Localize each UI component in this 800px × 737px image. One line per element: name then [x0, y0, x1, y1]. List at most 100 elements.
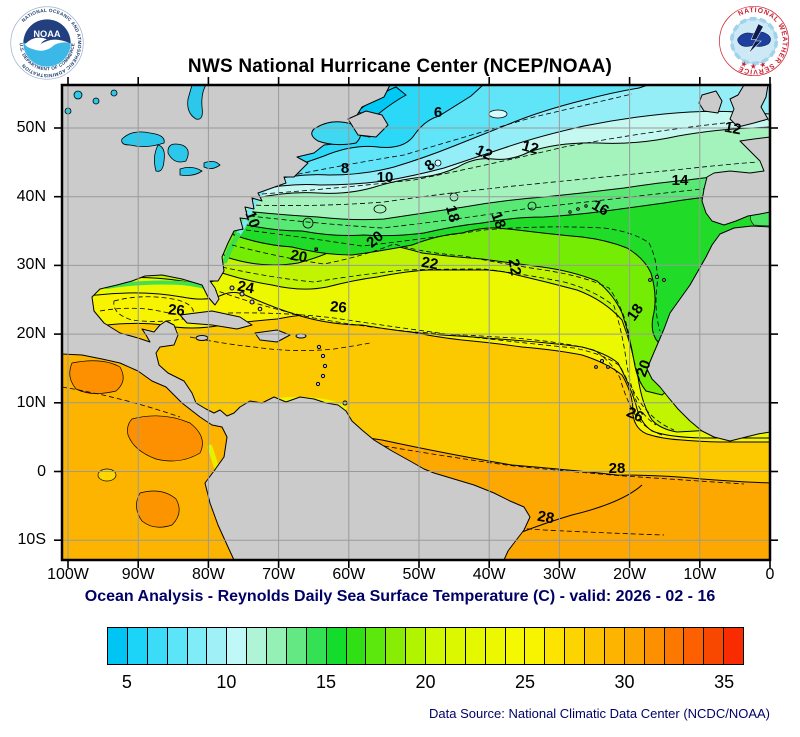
colorbar-segment [267, 628, 287, 664]
isotherm-label: 20 [633, 358, 655, 379]
lat-tick-label: 40N [16, 187, 46, 205]
colorbar-tick-label: 35 [714, 672, 735, 692]
lat-tick-label: 50N [16, 119, 46, 136]
lon-tick-label: 90W [121, 566, 155, 583]
isotherm-label: 18 [442, 204, 463, 225]
colorbar-segment [366, 628, 387, 664]
lat-tick-label: 10N [16, 393, 46, 411]
isotherm-label: 22 [505, 258, 525, 277]
colorbar-segment [465, 628, 486, 664]
lon-tick-label: 30W [542, 566, 576, 583]
colorbar-segment [127, 628, 148, 664]
isotherm-label: 20 [289, 247, 308, 267]
colorbar-segment [187, 628, 208, 664]
hispaniola [254, 329, 291, 343]
isotherm-label: 24 [236, 278, 256, 298]
isotherm-label: 22 [420, 254, 439, 274]
colorbar-segment [485, 628, 506, 664]
colorbar-segment [445, 628, 466, 664]
colorbar-segment [346, 628, 367, 664]
isotherm-label: 12 [520, 137, 541, 158]
isotherm-label: 28 [609, 460, 626, 477]
isotherm-label: 12 [473, 142, 495, 164]
colorbar-segment [684, 628, 705, 664]
colorbar-tick-label: 15 [315, 672, 336, 692]
colorbar-segment [585, 628, 605, 664]
isotherm-label: 10 [241, 209, 263, 230]
ireland-island [698, 90, 723, 114]
noaa-logo: NATIONAL OCEANIC AND ATMOSPHERIC ADMINIS… [10, 6, 84, 80]
noaa-logo-text: NOAA [33, 29, 61, 39]
nws-lightning-icon [748, 23, 764, 55]
colorbar-segment [247, 628, 267, 664]
lon-tick-label: 100W [47, 566, 89, 583]
isotherm-label: 26 [624, 404, 646, 426]
colorbar-segment [664, 628, 685, 664]
isotherm-label: 14 [672, 172, 689, 189]
colorbar-segment [167, 628, 188, 664]
colorbar-tick-label: 25 [515, 672, 536, 692]
isotherm-label: 26 [329, 298, 347, 316]
noaa-logo-sky [23, 19, 71, 43]
colorbar-segment [525, 628, 546, 664]
colorbar-segment [545, 628, 566, 664]
europe-landmass [701, 136, 771, 226]
cuba [179, 310, 253, 330]
sst-map: 6 8 8 10 10 12 12 12 14 16 18 18 18 20 20 20 22 22 24 26 26 2… [54, 77, 778, 568]
africa-landmass [646, 225, 771, 442]
land-masses [61, 84, 771, 561]
lon-tick-label: 20W [613, 566, 647, 583]
colorbar-tick-label: 30 [614, 672, 635, 692]
isotherm-label: 12 [723, 119, 742, 139]
colorbar-segment [227, 628, 248, 664]
noaa-logo-graphic: NATIONAL OCEANIC AND ATMOSPHERIC ADMINIS… [10, 6, 84, 80]
isotherm-label: 18 [487, 210, 509, 231]
colorbar-segment [565, 628, 585, 664]
isotherm-label: 6 [434, 104, 442, 121]
lat-tick-label: 0 [37, 462, 46, 480]
colorbar-tick-label: 20 [415, 672, 436, 692]
lon-tick-label: 50W [402, 566, 436, 583]
newfoundland [347, 110, 389, 138]
svg-text:★ ★ ★: ★ ★ ★ [739, 60, 769, 70]
nws-logo-graphic: NATIONAL WEATHER SERVICE ★ ★ ★ [719, 6, 789, 76]
lon-tick-label: 70W [262, 566, 296, 583]
colorbar-segment [426, 628, 446, 664]
colorbar-segment [724, 628, 743, 664]
lon-tick-label: 10W [683, 566, 717, 583]
colorbar-segment [286, 628, 307, 664]
isotherm-label: 28 [536, 508, 555, 528]
lon-tick-label: 60W [332, 566, 366, 583]
colorbar-segment [604, 628, 625, 664]
lat-tick-label: 20N [16, 325, 46, 343]
great-lakes [64, 84, 221, 176]
colorbar-segment [624, 628, 645, 664]
colorbar-segment [505, 628, 526, 664]
colorbar-tick-label: 10 [216, 672, 237, 692]
colorbar-segment [326, 628, 347, 664]
noaa-seagull-icon [24, 37, 70, 51]
colorbar-segment [147, 628, 168, 664]
isotherm-label: 8 [341, 160, 349, 177]
lon-tick-label: 0 [765, 566, 775, 583]
colorbar-segment [644, 628, 665, 664]
lon-tick-label: 80W [191, 566, 225, 583]
lat-tick-label: 30N [16, 256, 46, 274]
isotherm-label: 18 [624, 301, 647, 324]
colorbar-tick-label: 5 [121, 672, 132, 692]
lat-tick-label: 10S [17, 531, 46, 549]
nws-logo: NATIONAL WEATHER SERVICE ★ ★ ★ [718, 5, 790, 77]
analysis-caption: Ocean Analysis - Reynolds Daily Sea Surf… [84, 588, 716, 605]
temperature-colorbar [107, 627, 744, 665]
colorbar-segment [704, 628, 725, 664]
isotherm-label: 16 [589, 197, 612, 220]
colorbar-segment [386, 628, 407, 664]
isotherm-label: 26 [167, 301, 185, 319]
pacific-region [61, 320, 247, 560]
colorbar-segment [306, 628, 327, 664]
colorbar-segment [406, 628, 426, 664]
graticule [62, 85, 770, 560]
